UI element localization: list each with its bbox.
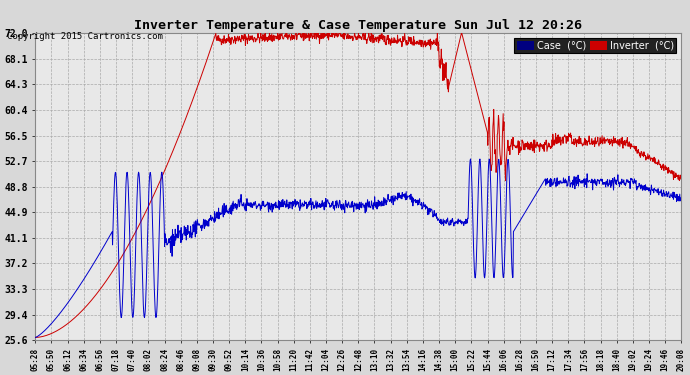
Title: Inverter Temperature & Case Temperature Sun Jul 12 20:26: Inverter Temperature & Case Temperature … (135, 19, 582, 32)
Legend: Case  (°C), Inverter  (°C): Case (°C), Inverter (°C) (515, 38, 676, 53)
Text: Copyright 2015 Cartronics.com: Copyright 2015 Cartronics.com (7, 32, 163, 41)
